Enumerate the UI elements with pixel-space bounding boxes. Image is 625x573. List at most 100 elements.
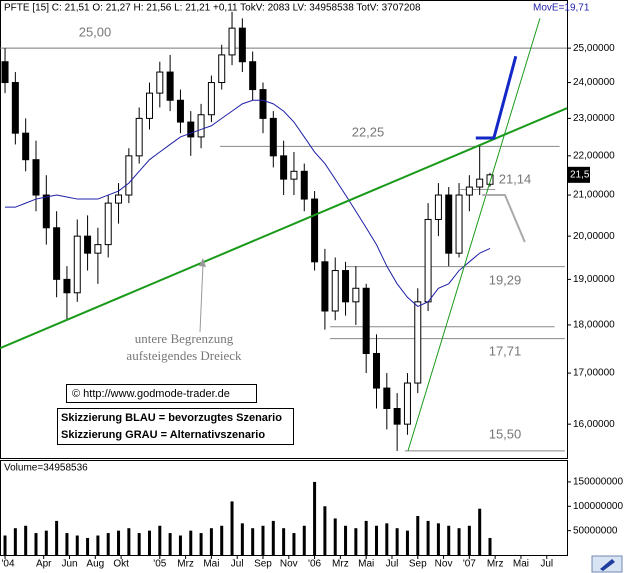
x-tick-label: Jun — [61, 559, 77, 570]
candle-body — [156, 71, 164, 94]
y-tick-label: 17,00000 — [573, 368, 615, 379]
arrow-head — [199, 258, 206, 267]
plot — [0, 11, 568, 555]
volume-bar — [292, 533, 296, 555]
volume-bar — [488, 537, 492, 555]
legend-blue: Skizzierung BLAU = bevorzugtes Szenario — [61, 412, 282, 424]
volume-bar — [86, 537, 90, 555]
candle-body — [352, 287, 360, 303]
volume-bar — [13, 528, 17, 555]
volume-bar — [354, 528, 358, 555]
x-tick-label: Mai — [513, 559, 529, 570]
x-tick-label: Jul — [231, 559, 244, 570]
candle-body — [11, 82, 19, 134]
candle-body — [32, 159, 40, 196]
level-label: 15,50 — [489, 426, 522, 441]
candle-body — [465, 186, 473, 196]
volume-bar — [313, 481, 317, 555]
volume-tick-label: 50000000 — [573, 525, 618, 536]
candle-body — [73, 235, 81, 294]
candle-body — [372, 352, 380, 389]
copyright: © http://www.godmode-trader.de — [72, 388, 230, 400]
volume-bar — [220, 525, 224, 555]
pen-icon — [600, 559, 615, 571]
x-tick-label: Mai — [203, 559, 219, 570]
y-tick-label: 16,00000 — [573, 419, 615, 430]
volume-bar — [447, 525, 451, 555]
candle-body — [342, 270, 350, 303]
candle-body — [424, 218, 432, 303]
candle-body — [145, 92, 153, 119]
volume-bar — [24, 525, 28, 555]
x-tick-label: Nov — [435, 559, 453, 570]
level-label: 17,71 — [489, 343, 522, 358]
x-tick-label: Nov — [280, 559, 298, 570]
moving-average — [5, 99, 491, 307]
candle-body — [207, 82, 215, 116]
volume-bar — [282, 528, 286, 555]
x-tick-label: Mrz — [487, 559, 504, 570]
y-tick-label: 20,00000 — [573, 231, 615, 242]
candle-body — [176, 99, 184, 123]
candle-body — [269, 117, 277, 157]
x-tick-label: Aug — [86, 559, 104, 570]
candle-body — [104, 202, 112, 246]
legend-gray: Skizzierung GRAU = Alternativszenario — [61, 429, 265, 441]
candle-body — [259, 89, 267, 119]
candle-body — [280, 155, 288, 180]
candle-body — [94, 244, 102, 254]
volume-bar — [416, 516, 420, 555]
x-tick-label: Sep — [409, 559, 427, 570]
volume-bar — [230, 501, 234, 555]
candle-body — [84, 235, 92, 254]
candle-body — [290, 170, 298, 180]
level-label: 22,25 — [352, 124, 385, 139]
volume-bar — [34, 533, 38, 555]
volume-bar — [3, 535, 7, 555]
level-label: 25,00 — [79, 24, 112, 39]
volume-bar — [240, 523, 244, 555]
candle-body — [1, 61, 9, 84]
y-tick-label: 18,00000 — [573, 320, 615, 331]
candle-body — [311, 198, 319, 263]
volume-bar — [147, 530, 151, 555]
trendline — [482, 194, 526, 243]
volume-bar — [385, 523, 389, 555]
volume-bar — [251, 528, 255, 555]
candle-body — [321, 261, 329, 312]
annotation-arrow — [199, 263, 204, 333]
x-tick-label: Mai — [358, 559, 374, 570]
copyright-box — [66, 384, 257, 403]
volume-bar — [44, 530, 48, 555]
x-tick-label: Mrz — [177, 559, 194, 570]
volume-bar — [199, 533, 203, 555]
volume-bar — [168, 533, 172, 555]
volume-bar — [395, 528, 399, 555]
x-tick-label: Sep — [254, 559, 272, 570]
candle-body — [434, 194, 442, 220]
volume-bar — [478, 508, 482, 555]
price-panel — [0, 0, 568, 459]
candle-body — [331, 270, 339, 312]
candle-body — [403, 382, 411, 425]
candle-body — [445, 194, 453, 254]
x-tick-label: '06 — [308, 559, 321, 570]
volume-bar — [127, 528, 131, 555]
candle-body — [393, 408, 401, 425]
y-tick-label: 22,00000 — [573, 150, 615, 161]
y-tick-label: 21,00000 — [573, 190, 615, 201]
y-tick-label: 24,00000 — [573, 77, 615, 88]
trendline — [407, 18, 541, 452]
level-label: 21,14 — [499, 171, 532, 186]
volume-bar — [137, 533, 141, 555]
candle-body — [238, 27, 246, 63]
header: PFTE [15] C: 21,51 O: 21,27 H: 21,56 L: … — [4, 3, 421, 14]
annotation: untere Begrenzung — [135, 331, 234, 346]
volume-bar — [333, 518, 337, 555]
volume-bar — [364, 520, 368, 555]
volume-bar — [323, 506, 327, 555]
candle-body — [115, 194, 123, 204]
y-tick-label: 19,00000 — [573, 274, 615, 285]
candle-body — [414, 301, 422, 384]
